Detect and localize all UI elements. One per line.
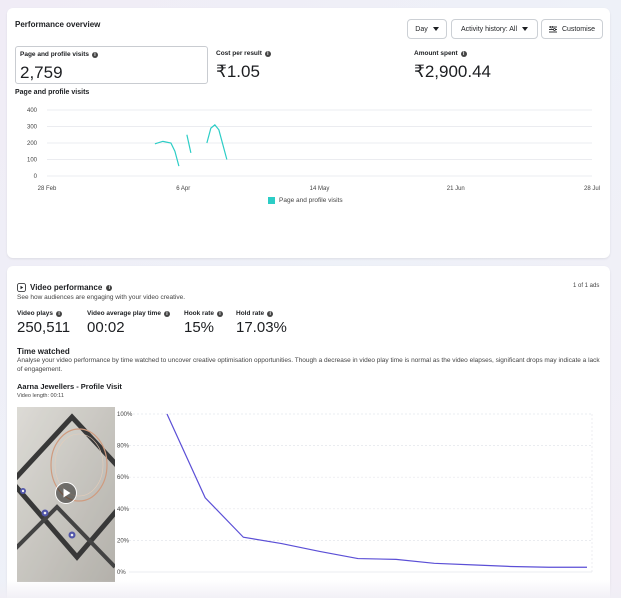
metric-value: ₹2,900.44 bbox=[414, 62, 491, 81]
video-performance-subtitle: See how audiences are engaging with your… bbox=[17, 294, 186, 301]
customise-button[interactable]: Customise bbox=[541, 19, 603, 39]
chevron-down-icon bbox=[522, 27, 528, 31]
activity-history-dropdown[interactable]: Activity history: All bbox=[451, 19, 538, 39]
y-tick-label: 100 bbox=[27, 158, 38, 164]
metric-label-text: Cost per result bbox=[216, 50, 262, 57]
customise-icon bbox=[548, 25, 557, 32]
performance-overview-card: Performance overview Day Activity histor… bbox=[7, 8, 610, 258]
y-tick-label: 60% bbox=[117, 475, 130, 481]
metric-value: 2,759 bbox=[20, 63, 63, 82]
y-tick-label: 200 bbox=[27, 141, 38, 147]
time-watched-description: Analyse your video performance by time w… bbox=[17, 357, 600, 373]
day-dropdown[interactable]: Day bbox=[407, 19, 447, 39]
y-tick-label: 80% bbox=[117, 444, 130, 450]
video-metric-label-text: Hook rate bbox=[184, 310, 214, 317]
metric-label: Page and profile visits i bbox=[20, 51, 98, 58]
visits-line-chart: 0 100 200 300 400 28 Feb 6 Apr 14 May 21 Jun 28 J… bbox=[27, 108, 600, 192]
performance-overview-title: Performance overview bbox=[15, 20, 101, 29]
y-tick-label: 0% bbox=[117, 570, 126, 576]
video-metric-value: 250,511 bbox=[17, 319, 71, 336]
legend-label: Page and profile visits bbox=[279, 197, 343, 204]
video-thumbnail[interactable] bbox=[17, 407, 115, 582]
video-metric-value: 15% bbox=[184, 319, 215, 336]
video-metric-value: 17.03% bbox=[236, 319, 287, 336]
retention-line bbox=[166, 413, 587, 568]
video-length: Video length: 00:11 bbox=[17, 393, 64, 399]
bottom-fade bbox=[0, 580, 621, 598]
time-watched-title: Time watched bbox=[17, 347, 70, 356]
metric-label-text: Page and profile visits bbox=[20, 51, 89, 58]
video-metric-label: Hook rate i bbox=[184, 310, 223, 317]
series-line-segment bbox=[186, 134, 192, 154]
metric-page-visits[interactable]: Page and profile visits i 2,759 bbox=[15, 46, 208, 84]
video-icon bbox=[17, 283, 26, 292]
video-metric-label-text: Video plays bbox=[17, 310, 54, 317]
video-performance-card: Video performance i See how audiences ar… bbox=[7, 266, 610, 598]
chart-legend[interactable]: Page and profile visits bbox=[268, 197, 343, 204]
metric-label: Cost per result i bbox=[216, 50, 271, 57]
series-line-segment bbox=[206, 124, 228, 160]
x-tick-label: 28 Jul bbox=[584, 186, 600, 192]
info-icon[interactable]: i bbox=[163, 310, 170, 317]
y-tick-label: 40% bbox=[117, 507, 130, 513]
info-icon[interactable]: i bbox=[267, 310, 274, 317]
metric-value: ₹1.05 bbox=[216, 62, 260, 81]
y-tick-label: 0 bbox=[34, 174, 38, 180]
x-tick-label: 21 Jun bbox=[447, 186, 465, 192]
metric-amount-spent[interactable]: Amount spent i ₹2,900.44 bbox=[410, 46, 600, 84]
video-metric-label: Hold rate i bbox=[236, 310, 287, 317]
customise-label: Customise bbox=[561, 25, 596, 33]
y-tick-label: 100% bbox=[117, 412, 133, 418]
play-icon bbox=[63, 488, 70, 497]
video-performance-title: Video performance bbox=[30, 283, 103, 292]
ad-name: Aarna Jewellers - Profile Visit bbox=[17, 382, 122, 391]
info-icon[interactable]: i bbox=[264, 50, 271, 57]
chart-title: Page and profile visits bbox=[15, 89, 90, 96]
play-button[interactable] bbox=[55, 482, 77, 504]
video-performance-header: Video performance i bbox=[17, 283, 113, 292]
metric-label: Amount spent i bbox=[414, 50, 467, 57]
video-metric-label: Video plays i bbox=[17, 310, 70, 317]
video-metric-label-text: Video average play time bbox=[87, 310, 161, 317]
y-tick-label: 20% bbox=[117, 538, 130, 544]
x-tick-label: 6 Apr bbox=[176, 186, 190, 192]
y-tick-label: 400 bbox=[27, 108, 38, 114]
video-metric-label-text: Hold rate bbox=[236, 310, 265, 317]
chevron-down-icon bbox=[432, 27, 439, 31]
info-icon[interactable]: i bbox=[460, 50, 467, 57]
x-tick-label: 28 Feb bbox=[38, 186, 57, 192]
activity-history-label: Activity history: All bbox=[460, 25, 517, 33]
info-icon[interactable]: i bbox=[56, 310, 63, 317]
info-icon[interactable]: i bbox=[92, 51, 98, 58]
ad-pager[interactable]: 1 of 1 ads bbox=[573, 283, 600, 289]
video-metric-label: Video average play time i bbox=[87, 310, 170, 317]
metric-cost-per-result[interactable]: Cost per result i ₹1.05 bbox=[212, 46, 402, 84]
info-icon[interactable]: i bbox=[106, 284, 113, 291]
series-line-segment bbox=[154, 140, 180, 167]
video-metric[interactable]: Video plays i 250,511 bbox=[17, 310, 70, 336]
info-icon[interactable]: i bbox=[216, 310, 223, 317]
video-metric[interactable]: Hold rate i 17.03% bbox=[236, 310, 287, 336]
x-tick-label: 14 May bbox=[310, 186, 330, 192]
video-metric-value: 00:02 bbox=[87, 319, 125, 336]
legend-swatch bbox=[268, 197, 275, 204]
video-metric[interactable]: Hook rate i 15% bbox=[184, 310, 223, 336]
metric-label-text: Amount spent bbox=[414, 50, 458, 57]
video-metric[interactable]: Video average play time i 00:02 bbox=[87, 310, 170, 336]
y-tick-label: 300 bbox=[27, 125, 38, 131]
day-dropdown-label: Day bbox=[415, 25, 428, 33]
time-watched-chart: 0% 20% 40% 60% 80% 100% bbox=[117, 412, 593, 576]
